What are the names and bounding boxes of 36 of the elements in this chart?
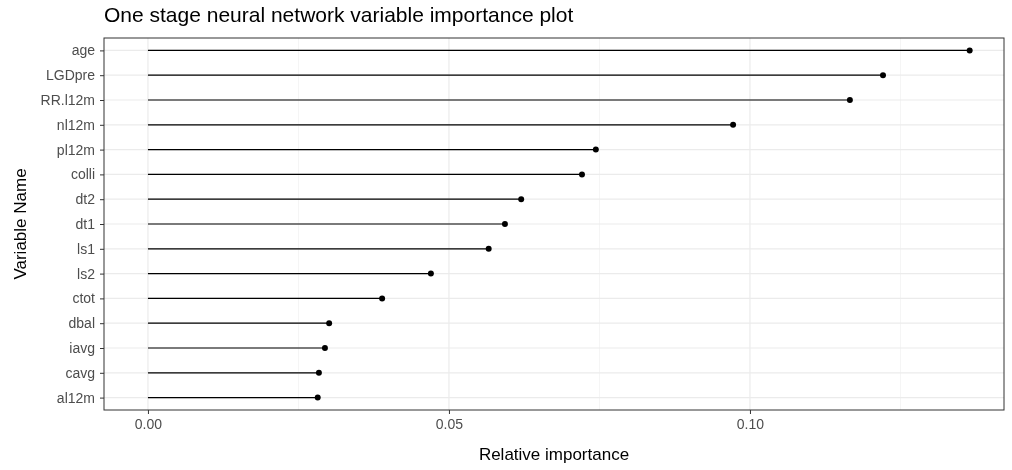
chart-title: One stage neural network variable importance plot [104,3,574,26]
point [579,171,585,178]
y-tick-label: ctot [72,290,96,307]
y-tick-label: dt1 [75,215,96,232]
point [730,121,737,128]
x-tick-label: 0.05 [435,415,464,432]
y-tick-label: iavg [69,339,95,356]
point [321,345,328,351]
x-tick-label: 0.00 [134,415,163,432]
y-tick-label: age [71,42,96,59]
y-tick-label: dbal [68,315,95,332]
point [966,47,973,54]
y-tick-label: ls1 [77,240,96,257]
y-tick-label: nl12m [56,116,95,133]
point [880,72,886,79]
point [326,320,333,327]
point [315,369,322,376]
y-tick-label: pl12m [56,141,95,158]
point [501,221,508,227]
y-tick-label: colli [70,166,95,183]
y-tick-label: LGDpre [45,67,96,84]
point [846,97,853,103]
x-tick-label: 0.10 [736,415,765,432]
point [379,295,386,302]
point [592,146,599,153]
point [427,270,434,277]
y-tick-label: al12m [56,389,95,406]
y-axis-title: Variable Name [11,168,30,280]
y-tick-label: ls2 [77,265,96,282]
point [314,394,321,401]
point [518,196,525,203]
y-tick-label: cavg [65,364,95,381]
y-tick-label: RR.l12m [40,91,95,108]
point [485,245,492,252]
y-tick-label: dt2 [75,191,96,208]
x-axis-title: Relative importance [478,445,630,464]
